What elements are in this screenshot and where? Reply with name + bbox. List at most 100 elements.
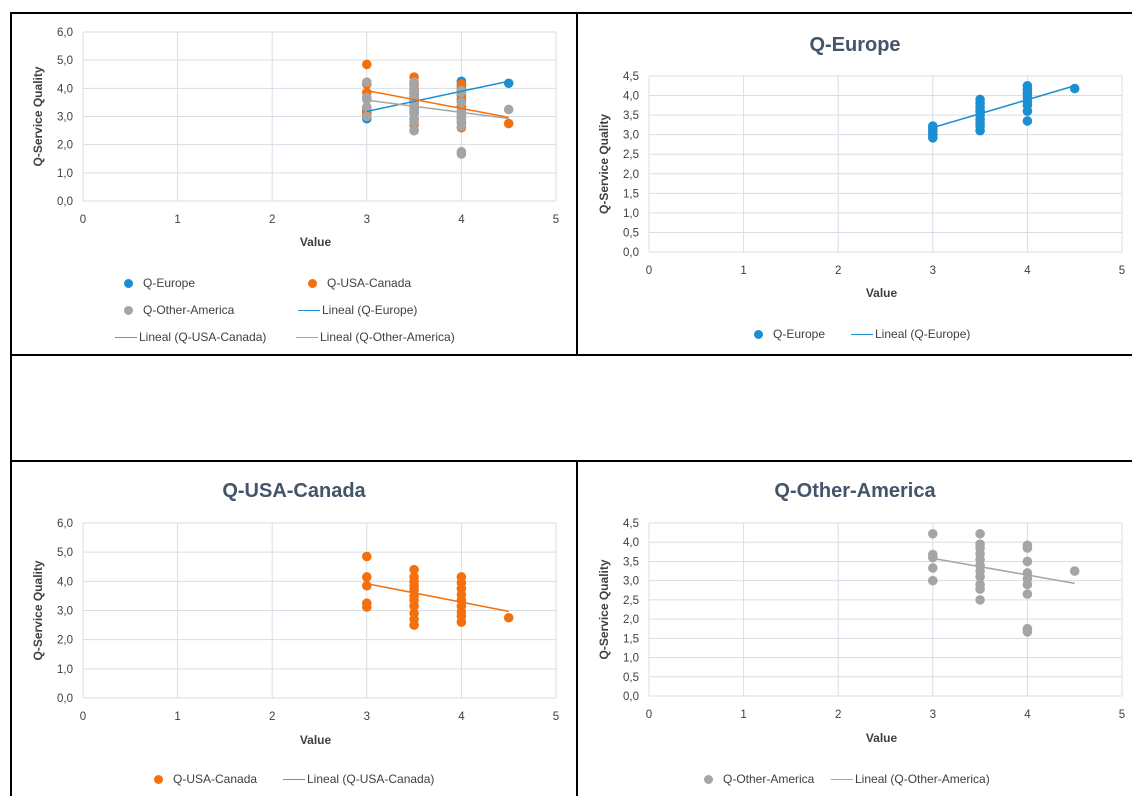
legend-item-europe: Q-Europe <box>124 276 195 290</box>
data-point-q-usa-canada <box>409 564 419 575</box>
chart-usa: Q-USA-Canada 0,0 1,0 2,0 3,0 4,0 5,0 6,0 0 1 2 3 4 5 V… <box>31 480 559 747</box>
chart-title: Q-Europe <box>809 34 900 56</box>
legend-label: Lineal (Q-Europe) <box>322 303 418 317</box>
y-tick-label: 0,0 <box>623 247 639 259</box>
trend-line-q-europe <box>366 80 509 113</box>
data-point-q-usa-canada <box>456 572 467 582</box>
legend-marker-usa <box>308 278 317 288</box>
data-point-q-other-america <box>975 595 985 605</box>
y-tick-label: 2,0 <box>57 635 73 647</box>
chart-panel-combined: 0,0 1,0 2,0 3,0 4,0 5,0 6,0 0 1 2 3 4 5 Value Q-Servic… <box>12 14 576 354</box>
data-point-q-usa-canada <box>362 551 372 562</box>
y-tick-label: 1,5 <box>623 188 639 200</box>
y-tick-label: 0,5 <box>623 672 639 684</box>
legend-line-europe <box>851 333 873 335</box>
y-tick-label: 5,0 <box>57 547 73 559</box>
data-point-q-other-america <box>975 528 985 539</box>
data-point-q-europe <box>1069 83 1080 94</box>
x-axis-label: Value <box>866 731 898 745</box>
x-tick-label: 2 <box>835 709 841 721</box>
chart-title: Q-Other-America <box>774 480 936 502</box>
y-tick-label: 6,0 <box>57 27 73 39</box>
chart-europe: Q-Europe 0,0 0,5 1,0 1,5 2,0 2,5 3,0 3,5 4,0 4,5 0 1… <box>597 34 1125 300</box>
data-point-q-other-america <box>409 84 419 95</box>
y-tick-label: 4,5 <box>623 71 639 83</box>
x-tick-label: 1 <box>174 214 180 226</box>
legend-line-europe <box>298 309 320 311</box>
legend-label: Lineal (Q-USA-Canada) <box>307 772 435 786</box>
y-tick-label: 4,5 <box>623 518 639 530</box>
x-axis-label: Value <box>866 286 898 300</box>
y-tick-label: 1,0 <box>57 664 73 676</box>
chart-combined: 0,0 1,0 2,0 3,0 4,0 5,0 6,0 0 1 2 3 4 5 Value Q-Servic… <box>31 27 559 249</box>
x-axis-label: Value <box>300 235 332 249</box>
trend-line-q-usa-canada <box>366 89 509 119</box>
y-tick-label: 4,0 <box>623 537 639 549</box>
data-point-q-other-america <box>975 579 985 590</box>
legend-marker-other <box>124 305 133 315</box>
x-tick-label: 5 <box>553 711 559 723</box>
y-tick-label: 4,0 <box>57 83 73 95</box>
x-tick-label: 0 <box>80 214 86 226</box>
data-point-q-other-america <box>928 528 938 539</box>
data-point-q-other-america <box>362 102 372 113</box>
legend-marker-europe <box>754 329 763 339</box>
y-tick-label: 3,0 <box>623 130 639 142</box>
legend-item-other-trend: Lineal (Q-Other-America) <box>296 330 455 344</box>
data-point-q-other-america <box>1022 556 1033 567</box>
data-point-q-usa-canada <box>409 608 419 619</box>
y-tick-label: 1,5 <box>623 633 639 645</box>
trend-line-q-other-america <box>932 557 1075 585</box>
y-tick-label: 3,5 <box>623 110 639 122</box>
data-point-q-europe <box>975 94 985 105</box>
x-tick-label: 4 <box>458 214 465 226</box>
data-point-q-other-america <box>1022 589 1033 599</box>
data-point-q-usa-canada <box>362 59 372 70</box>
y-axis-label: Q-Service Quality <box>597 114 611 214</box>
x-tick-label: 0 <box>646 709 652 721</box>
legend-item-europe-trend: Lineal (Q-Europe) <box>851 327 970 341</box>
data-point-q-other-america <box>362 111 372 122</box>
x-tick-label: 1 <box>174 711 180 723</box>
legend-label: Q-Other-America <box>723 772 815 786</box>
legend-item-usa-trend: Lineal (Q-USA-Canada) <box>115 330 266 344</box>
chart-panel-usa: Q-USA-Canada 0,0 1,0 2,0 3,0 4,0 5,0 6,0 0 1 2 3 4 5 V… <box>12 462 576 796</box>
data-point-q-other-america <box>928 575 938 586</box>
legend-item-other: Q-Other-America <box>124 303 234 317</box>
x-tick-label: 0 <box>80 711 86 723</box>
trend-line-q-usa-canada <box>366 582 509 613</box>
data-point-q-other-america <box>456 97 467 108</box>
data-point-q-other-america <box>1022 540 1033 551</box>
y-tick-label: 1,0 <box>623 653 639 665</box>
y-axis-label: Q-Service Quality <box>31 66 45 166</box>
x-tick-label: 4 <box>1024 265 1031 277</box>
x-tick-label: 1 <box>740 265 746 277</box>
data-point-q-usa-canada <box>503 118 514 129</box>
y-tick-label: 3,0 <box>623 576 639 588</box>
data-point-q-usa-canada <box>362 598 372 609</box>
legend-label: Lineal (Q-Europe) <box>875 327 971 341</box>
divider-row-2 <box>10 460 1132 462</box>
y-tick-label: 6,0 <box>57 518 73 530</box>
data-point-q-other-america <box>928 549 938 560</box>
x-tick-label: 5 <box>1119 709 1125 721</box>
y-tick-label: 2,0 <box>57 140 73 152</box>
y-tick-label: 3,0 <box>57 606 73 618</box>
legend-line-usa <box>115 336 137 338</box>
data-point-q-other-america <box>1022 623 1033 634</box>
x-tick-label: 3 <box>930 709 936 721</box>
legend-label: Lineal (Q-Other-America) <box>855 772 990 786</box>
legend-marker-usa <box>154 774 163 784</box>
x-tick-label: 4 <box>1024 709 1031 721</box>
x-axis-label: Value <box>300 733 332 747</box>
data-point-q-other-america <box>456 146 467 157</box>
divider-col-top <box>576 12 578 356</box>
x-tick-label: 2 <box>835 265 841 277</box>
divider-row-1 <box>10 354 1132 356</box>
x-tick-label: 3 <box>364 711 370 723</box>
trend-line-q-europe <box>932 85 1075 129</box>
y-tick-label: 2,0 <box>623 614 639 626</box>
x-tick-label: 0 <box>646 265 652 277</box>
data-point-q-usa-canada <box>409 572 419 582</box>
legend-label: Lineal (Q-USA-Canada) <box>139 330 267 344</box>
